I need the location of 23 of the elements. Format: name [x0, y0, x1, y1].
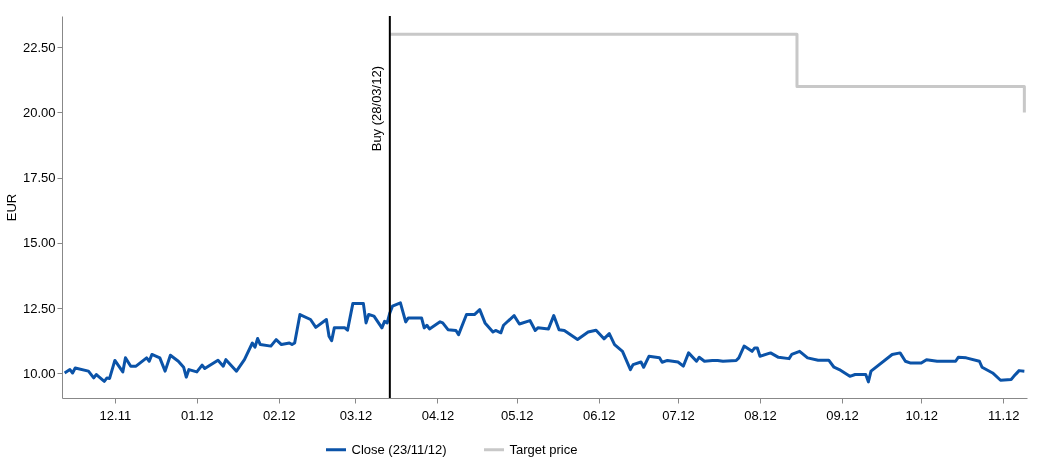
x-tick-label: 02.12	[263, 407, 296, 423]
y-axis-title: EUR	[3, 193, 19, 222]
x-tick-label: 01.12	[181, 407, 214, 423]
x-tick-label: 11.12	[987, 407, 1020, 423]
legend-label: Target price	[509, 441, 578, 457]
x-tick-label: 12.11	[99, 407, 132, 423]
y-tick-label: 15.00	[22, 235, 56, 251]
x-tick-label: 06.12	[582, 407, 616, 423]
y-tick-label: 22.50	[22, 39, 56, 55]
x-tick-label: 03.12	[339, 407, 373, 423]
x-tick-label: 04.12	[421, 407, 455, 423]
y-tick-label: 17.50	[22, 170, 56, 186]
x-tick-label: 05.12	[500, 407, 534, 423]
y-tick-label: 10.00	[22, 365, 56, 381]
y-tick-label: 12.50	[22, 300, 56, 316]
legend-label: Close (23/11/12)	[351, 441, 447, 457]
ref-line-label: Buy (28/03/12)	[368, 66, 384, 152]
x-tick-label: 07.12	[662, 407, 695, 423]
x-tick-label: 09.12	[826, 407, 859, 423]
x-tick-label: 08.12	[744, 407, 777, 423]
line-series	[63, 301, 1026, 384]
x-tick-label: 10.12	[905, 407, 939, 423]
y-tick-label: 20.00	[22, 104, 56, 120]
